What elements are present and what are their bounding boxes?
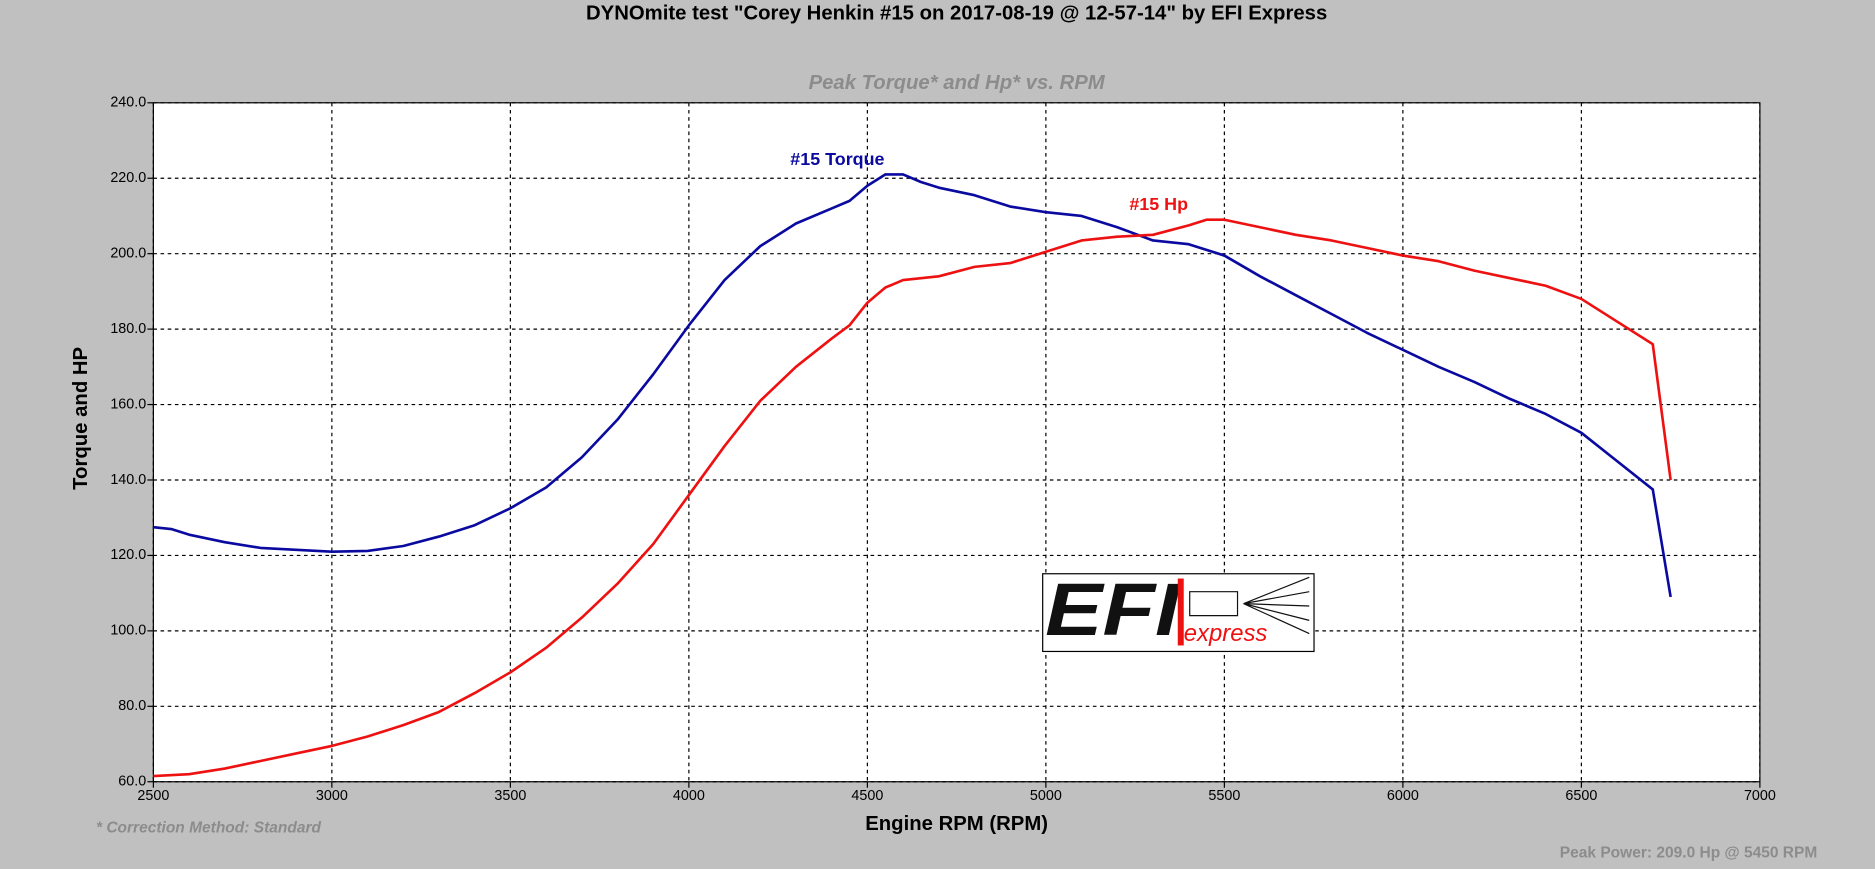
x-tick-label: 6000	[1387, 788, 1419, 804]
y-tick-label: 160.0	[110, 396, 146, 412]
logo: EFI express	[1042, 568, 1315, 653]
y-tick-label: 100.0	[110, 623, 146, 639]
chart-title: DYNOmite test "Corey Henkin #15 on 2017-…	[586, 3, 1327, 25]
x-tick-label: 4500	[851, 788, 883, 804]
plot-area	[153, 102, 1760, 782]
x-tick-label: 4000	[673, 788, 705, 804]
y-tick-label: 80.0	[118, 698, 146, 714]
logo-text: EFI	[1045, 568, 1181, 651]
x-tick-label: 7000	[1744, 788, 1776, 804]
x-tick-label: 3000	[316, 788, 348, 804]
y-tick-label: 60.0	[118, 774, 146, 790]
plot-border	[152, 102, 1761, 783]
y-tick-label: 220.0	[110, 170, 146, 186]
series-line	[153, 218, 1672, 778]
chart-subtitle: Peak Torque* and Hp* vs. RPM	[809, 72, 1106, 94]
logo-bar	[1177, 578, 1184, 646]
y-tick-label: 140.0	[110, 472, 146, 488]
logo-spray	[1189, 576, 1310, 635]
annotation: * Correction Method: Standard	[96, 819, 322, 836]
y-tick-label: 120.0	[110, 547, 146, 563]
series-line	[153, 173, 1672, 598]
logo-text: express	[1184, 620, 1268, 647]
series-label: #15 Hp	[1129, 194, 1188, 214]
x-tick-label: 5500	[1208, 788, 1240, 804]
annotation: Peak Power: 209.0 Hp @ 5450 RPM	[1560, 845, 1817, 862]
series-label: #15 Torque	[790, 149, 884, 169]
x-tick-label: 2500	[137, 788, 169, 804]
y-axis-label: Torque and HP	[70, 347, 92, 490]
x-tick-label: 6500	[1565, 788, 1597, 804]
x-tick-label: 5000	[1030, 788, 1062, 804]
y-tick-label: 180.0	[110, 321, 146, 337]
x-tick-label: 3500	[494, 788, 526, 804]
y-tick-label: 200.0	[110, 245, 146, 261]
x-axis-label: Engine RPM (RPM)	[865, 813, 1048, 835]
y-tick-label: 240.0	[110, 95, 146, 111]
